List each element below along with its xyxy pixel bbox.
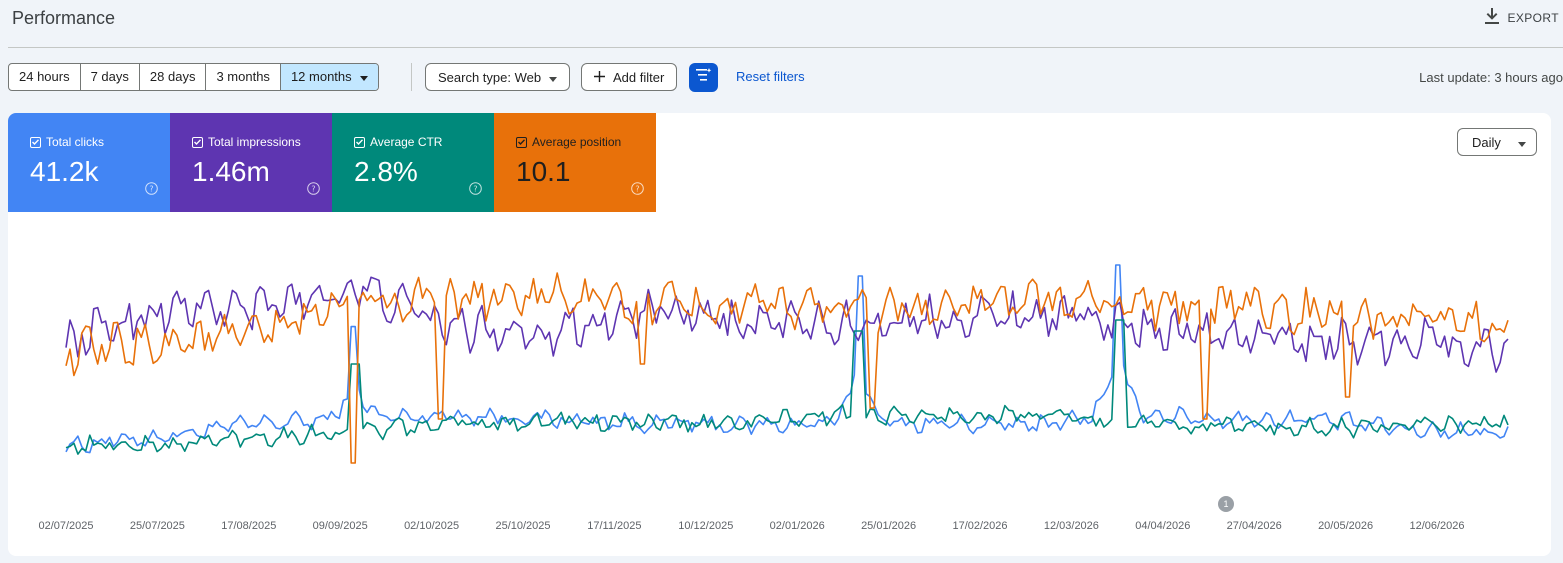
series-line-total-clicks [65,264,1509,454]
x-tick-label: 17/08/2025 [221,520,277,532]
x-tick-label: 02/07/2025 [38,520,94,532]
x-tick-label: 27/04/2026 [1226,520,1282,532]
x-tick-label: 02/01/2026 [769,520,825,532]
x-tick-label: 09/09/2025 [312,520,368,532]
interval-dropdown[interactable]: Daily [1457,128,1537,156]
last-update-text: Last update: 3 hours ago [1419,70,1563,85]
help-icon[interactable]: ? [307,182,320,200]
metric-label: Total impressions [208,135,301,149]
date-range-selector: 24 hours 7 days 28 days 3 months 12 mont… [8,63,379,91]
search-type-label: Search type: Web [438,69,542,85]
range-12-months-label: 12 months [290,69,352,84]
metric-label: Average position [532,135,622,149]
help-icon[interactable]: ? [145,182,158,200]
range-28-days[interactable]: 28 days [140,64,207,90]
export-label: EXPORT [1507,10,1559,25]
x-tick-label: 10/12/2025 [678,520,734,532]
add-filter-label: Add filter [613,69,665,85]
metric-value: 10.1 [516,156,571,187]
performance-chart-card: Total clicks 41.2k ? Total impressions 1… [8,113,1551,556]
x-tick-label: 25/10/2025 [495,520,551,532]
x-tick-label: 12/06/2026 [1409,520,1465,532]
filter-settings-button[interactable] [689,63,718,92]
svg-text:?: ? [473,184,477,193]
checkbox-checked-icon [354,136,365,148]
series-line-average-ctr [65,319,1509,455]
header-divider [8,47,1563,48]
metric-average-position-header: Average position [516,135,621,149]
x-tick-label: 25/01/2026 [861,520,917,532]
metric-total-impressions-header: Total impressions [192,135,301,149]
filter-toolbar: 24 hours 7 days 28 days 3 months 12 mont… [8,63,1563,92]
metric-label: Total clicks [46,135,105,149]
metric-average-ctr[interactable]: Average CTR 2.8% ? [332,113,494,212]
range-3-months[interactable]: 3 months [206,64,281,90]
add-filter-button[interactable]: Add filter [581,63,678,91]
metric-average-ctr-header: Average CTR [354,135,442,149]
caret-down-icon [549,70,558,85]
x-tick-label: 20/05/2026 [1318,520,1374,532]
svg-text:?: ? [635,184,639,193]
caret-down-icon [1518,135,1526,150]
reset-filters-link[interactable]: Reset filters [736,69,805,84]
top-bar: Performance EXPORT [0,0,1563,40]
x-tick-label: 04/04/2026 [1135,520,1191,532]
svg-text:?: ? [149,184,153,193]
x-tick-label: 02/10/2025 [404,520,460,532]
caret-down-icon [359,64,368,90]
help-icon[interactable]: ? [469,182,482,200]
range-12-months[interactable]: 12 months [280,64,378,90]
metric-total-impressions[interactable]: Total impressions 1.46m ? [170,113,332,212]
metric-label: Average CTR [370,135,443,149]
filter-settings-icon [695,68,712,87]
interval-label: Daily [1472,134,1501,150]
series-line-average-position [65,272,1509,464]
x-tick-label: 12/03/2026 [1043,520,1099,532]
metric-total-clicks[interactable]: Total clicks 41.2k ? [8,113,170,212]
page-title: Performance [12,8,116,28]
series-line-total-impressions [65,276,1509,373]
x-tick-label: 17/02/2026 [952,520,1008,532]
metric-total-clicks-header: Total clicks [30,135,104,149]
help-icon[interactable]: ? [631,182,644,200]
metric-value: 2.8% [354,156,418,187]
toolbar-divider [411,63,412,91]
metric-average-position[interactable]: Average position 10.1 ? [494,113,656,212]
x-tick-label: 17/11/2025 [587,520,642,532]
range-24-hours[interactable]: 24 hours [9,64,81,90]
svg-text:?: ? [311,184,315,193]
metric-value: 41.2k [30,156,99,187]
x-tick-label: 25/07/2025 [129,520,185,532]
checkbox-checked-icon [30,136,41,148]
checkbox-checked-icon [192,136,203,148]
metric-value: 1.46m [192,156,270,187]
performance-line-chart [65,264,1509,464]
checkbox-checked-icon [516,136,527,148]
export-button[interactable]: EXPORT [1485,8,1559,27]
search-type-dropdown[interactable]: Search type: Web [425,63,571,91]
annotation-badge[interactable]: 1 [1218,496,1234,512]
range-7-days[interactable]: 7 days [81,64,140,90]
plus-icon [594,70,605,85]
download-icon [1485,8,1500,27]
